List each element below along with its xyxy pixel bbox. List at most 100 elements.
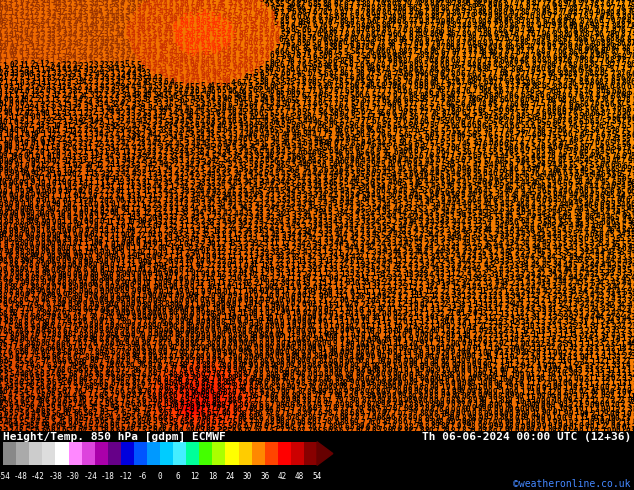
Text: 6: 6: [122, 409, 126, 417]
Text: 1: 1: [567, 353, 573, 362]
Text: 5: 5: [508, 230, 514, 239]
Text: 0: 0: [466, 348, 470, 357]
Text: 6: 6: [401, 13, 406, 22]
Text: 4: 4: [126, 156, 130, 165]
Text: 6: 6: [494, 157, 499, 166]
Text: 3: 3: [460, 301, 465, 310]
Text: 2: 2: [472, 322, 476, 332]
Text: 5: 5: [172, 74, 177, 83]
Text: 3: 3: [439, 262, 443, 270]
Text: 3: 3: [178, 195, 183, 204]
Text: 4: 4: [194, 70, 198, 78]
Text: 6: 6: [46, 362, 51, 371]
Text: 6: 6: [601, 218, 605, 227]
Text: 7: 7: [380, 114, 385, 122]
Text: 7: 7: [25, 300, 30, 309]
Text: 6: 6: [153, 17, 157, 26]
Text: 3: 3: [204, 147, 209, 157]
Text: 3: 3: [132, 4, 137, 13]
Text: 5: 5: [493, 161, 498, 170]
Text: 8: 8: [557, 0, 562, 9]
Text: 8: 8: [7, 182, 11, 192]
Text: 7: 7: [321, 96, 326, 105]
Text: 8: 8: [15, 218, 19, 227]
Text: 7: 7: [327, 0, 332, 5]
Text: 3: 3: [196, 179, 201, 188]
Text: 3: 3: [119, 87, 124, 96]
Text: 0: 0: [423, 396, 427, 405]
Text: 6: 6: [451, 62, 456, 71]
Text: 4: 4: [349, 235, 354, 245]
Text: 0: 0: [500, 366, 505, 375]
Text: 0: 0: [280, 361, 285, 370]
Text: 7: 7: [292, 367, 296, 375]
Text: 7: 7: [482, 135, 487, 144]
Text: 5: 5: [237, 114, 242, 123]
Text: 7: 7: [589, 0, 593, 9]
Text: 2: 2: [136, 77, 141, 87]
Text: 9: 9: [94, 295, 98, 304]
Text: 1: 1: [142, 191, 146, 200]
Text: 8: 8: [40, 204, 44, 213]
Text: 8: 8: [247, 427, 252, 436]
Text: 3: 3: [311, 196, 316, 204]
Text: 5: 5: [349, 86, 354, 96]
Text: 2: 2: [616, 332, 621, 341]
Text: 6: 6: [323, 166, 328, 175]
Text: 5: 5: [206, 51, 210, 60]
Text: 5: 5: [524, 109, 529, 119]
Text: 3: 3: [604, 278, 609, 288]
Text: 6: 6: [626, 49, 630, 57]
Text: 9: 9: [34, 301, 39, 310]
Text: 4: 4: [574, 218, 579, 227]
Text: 5: 5: [446, 91, 450, 100]
Text: 3: 3: [143, 160, 147, 170]
Text: 6: 6: [183, 22, 188, 30]
Text: 6: 6: [312, 52, 317, 61]
Text: 5: 5: [340, 192, 344, 200]
Text: 8: 8: [264, 331, 268, 341]
Text: 3: 3: [141, 105, 145, 114]
Text: 7: 7: [444, 51, 449, 60]
Text: 1: 1: [108, 165, 113, 174]
Text: 8: 8: [548, 428, 552, 437]
Text: 3: 3: [167, 170, 172, 178]
Text: 9: 9: [306, 336, 311, 344]
Text: 0: 0: [41, 278, 46, 288]
Text: 5: 5: [481, 108, 486, 117]
Text: 4: 4: [205, 160, 210, 169]
Text: 7: 7: [13, 340, 18, 349]
Text: 6: 6: [204, 34, 209, 43]
Text: 2: 2: [89, 26, 94, 35]
Text: 1: 1: [339, 318, 344, 326]
Text: 7: 7: [88, 348, 93, 357]
Text: 7: 7: [100, 396, 104, 405]
Text: 9: 9: [493, 388, 497, 396]
Text: 6: 6: [535, 178, 540, 187]
Text: 7: 7: [430, 35, 434, 44]
Text: 6: 6: [621, 40, 625, 49]
Text: 0: 0: [542, 362, 547, 371]
Text: 5: 5: [423, 95, 427, 104]
Text: 5: 5: [417, 157, 422, 166]
Text: 3: 3: [553, 261, 557, 270]
Text: 8: 8: [143, 301, 147, 310]
Text: 3: 3: [157, 169, 161, 178]
Text: 4: 4: [195, 135, 200, 144]
Text: 6: 6: [621, 213, 626, 221]
Text: 2: 2: [350, 292, 355, 301]
Text: 3: 3: [366, 234, 370, 244]
Text: 4: 4: [167, 104, 172, 113]
Text: 6: 6: [280, 74, 284, 83]
Text: 7: 7: [462, 83, 467, 93]
Text: 4: 4: [302, 161, 306, 170]
Text: 3: 3: [535, 261, 540, 270]
Text: 6: 6: [451, 195, 456, 204]
Text: 7: 7: [323, 65, 327, 74]
Text: 6: 6: [93, 339, 97, 348]
Text: 3: 3: [350, 192, 354, 200]
Text: 8: 8: [615, 35, 619, 44]
Text: 7: 7: [408, 417, 413, 427]
Text: 3: 3: [216, 179, 221, 188]
Text: 8: 8: [174, 318, 179, 327]
